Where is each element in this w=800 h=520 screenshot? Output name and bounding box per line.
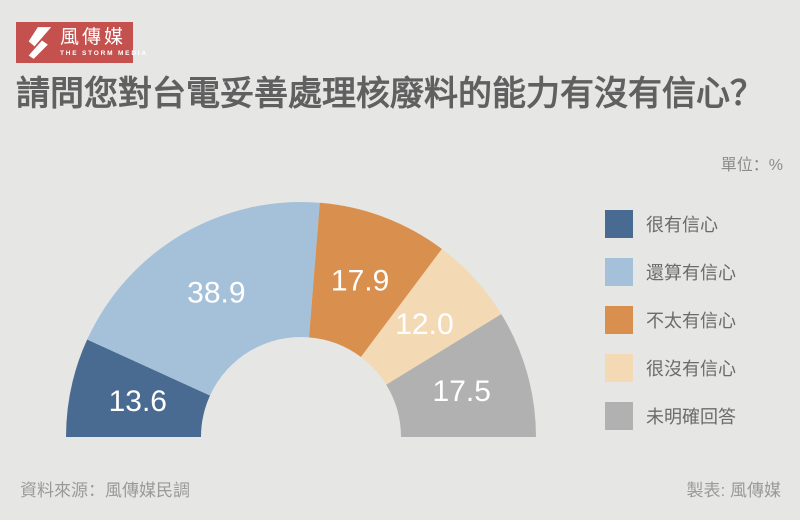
legend-label: 很有信心: [646, 215, 718, 235]
chart-slice-2: [309, 202, 442, 357]
page-title: 請問您對台電妥善處理核廢料的能力有沒有信心？: [16, 75, 764, 113]
legend-swatch: [605, 258, 633, 286]
legend-label: 不太有信心: [646, 311, 736, 331]
legend-swatch: [605, 210, 633, 238]
slice-value-label: 12.0: [395, 308, 453, 341]
storm-media-logo: 風傳媒 THE STORM MEDIA: [16, 22, 146, 63]
chart-legend: 很有信心還算有信心不太有信心很沒有信心未明確回答: [605, 210, 736, 450]
source-note: 資料來源：風傳媒民調: [20, 481, 190, 500]
chart-slice-3: [360, 248, 502, 385]
legend-swatch: [605, 306, 633, 334]
legend-swatch: [605, 354, 633, 382]
slice-value-label: 17.9: [331, 264, 389, 297]
slice-value-label: 13.6: [109, 385, 167, 418]
legend-item: 很沒有信心: [605, 354, 736, 382]
unit-label: 單位：%: [720, 157, 783, 174]
chart-slice-4: [386, 314, 536, 437]
logo-brand-tagline: THE STORM MEDIA: [60, 50, 148, 57]
legend-item: 未明確回答: [605, 402, 736, 430]
legend-label: 還算有信心: [646, 263, 736, 283]
legend-label: 未明確回答: [646, 407, 736, 427]
chart-slice-1: [87, 202, 320, 396]
chart-slice-0: [66, 339, 211, 437]
logo-brand-name: 風傳媒: [60, 27, 127, 48]
legend-item: 很有信心: [605, 210, 736, 238]
legend-label: 很沒有信心: [646, 359, 736, 379]
legend-item: 還算有信心: [605, 258, 736, 286]
legend-item: 不太有信心: [605, 306, 736, 334]
logo-text: 風傳媒 THE STORM MEDIA: [60, 27, 148, 58]
lightning-bolt-icon: [28, 26, 52, 59]
slice-value-label: 17.5: [433, 375, 491, 408]
legend-swatch: [605, 402, 633, 430]
slice-value-label: 38.9: [187, 277, 245, 310]
credit-note: 製表: 風傳媒: [686, 481, 781, 500]
